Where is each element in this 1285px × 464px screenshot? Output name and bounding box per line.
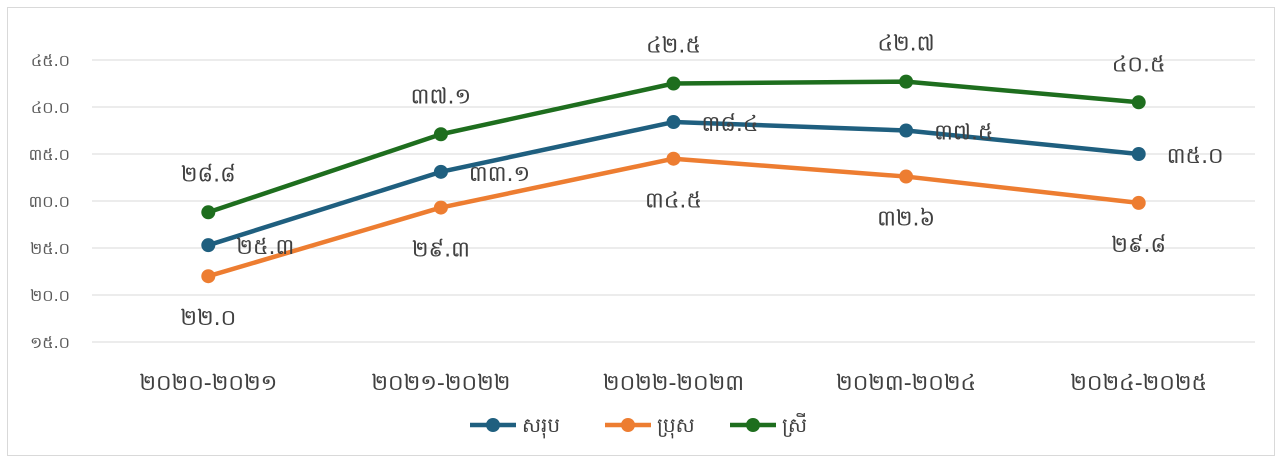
data-label: ៣២.៦ xyxy=(877,207,935,232)
data-point xyxy=(899,74,914,89)
data-label: ៤២.៥ xyxy=(646,34,701,59)
data-point xyxy=(1131,95,1146,110)
data-label: ២៥.៣ xyxy=(236,235,294,260)
y-tick-label: ២០.០ xyxy=(30,286,70,305)
data-point xyxy=(899,169,914,184)
data-label: ៤០.៥ xyxy=(1112,52,1166,77)
data-label: ៣៣.១ xyxy=(469,162,530,187)
series-line xyxy=(206,156,1141,279)
legend-marker xyxy=(486,418,500,432)
legend-marker xyxy=(621,418,635,432)
data-label: ៣៧.៥ xyxy=(934,121,993,146)
y-tick-label: ៣០.០ xyxy=(29,192,70,211)
y-tick-label: ២៥.០ xyxy=(30,239,70,258)
y-tick-label: ៤៥.០ xyxy=(31,51,70,70)
data-point xyxy=(899,123,914,138)
data-point xyxy=(201,238,216,253)
x-tick-label: ២០២៤-២០២៥ xyxy=(1070,371,1207,396)
y-axis: ១៥.០ ២០.០ ២៥.០ ៣០.០ ៣៥.០ ៤០.០ ៤៥.០ xyxy=(29,51,70,352)
data-label: ២៩.៨ xyxy=(1111,233,1166,258)
x-tick-label: ២០២០-២០២១ xyxy=(139,371,277,396)
data-label: ៣៥.០ xyxy=(1167,144,1224,169)
data-label: ៣៧.១ xyxy=(411,84,472,109)
legend-marker xyxy=(746,418,760,432)
y-tick-label: ៤០.០ xyxy=(31,98,70,117)
y-tick-label: ៣៥.០ xyxy=(29,145,70,164)
legend-label: ប្រុស xyxy=(657,413,695,439)
data-label: ៣៨.៤ xyxy=(702,112,759,137)
x-axis: ២០២០-២០២១ ២០២១-២០២២ ២០២២-២០២៣ ២០២៣-២០២៤ ២០២៤… xyxy=(139,371,1207,396)
data-label: ៤២.៧ xyxy=(877,32,934,57)
legend: សរុប ប្រុស ស្រី xyxy=(470,412,807,439)
chart-frame xyxy=(7,7,1275,456)
data-point xyxy=(666,115,681,130)
data-point xyxy=(1131,147,1146,161)
x-tick-label: ២០២២-២០២៣ xyxy=(603,371,744,396)
data-point xyxy=(201,205,216,220)
x-tick-label: ២០២១-២០២២ xyxy=(371,371,510,396)
data-point xyxy=(666,151,681,166)
series-line xyxy=(206,119,1141,248)
plot-area xyxy=(201,74,1146,284)
data-labels: ២៥.៣ ៣៣.១ ៣៨.៤ ៣៧.៥៣៥.០២២.០ ២៩.៣ ៣៤.៥៣២.៦២៩.៨… xyxy=(180,32,1223,332)
data-label: ២២.០ xyxy=(180,306,236,331)
data-point xyxy=(433,127,448,142)
data-point xyxy=(1131,195,1146,210)
data-point xyxy=(201,269,216,284)
data-point xyxy=(666,76,681,91)
legend-label: សរុប xyxy=(522,413,560,439)
data-label: ៣៤.៥ xyxy=(645,189,702,214)
data-label: ២៨.៨ xyxy=(181,162,236,187)
data-label: ២៩.៣ xyxy=(412,238,470,263)
legend-label: ស្រី xyxy=(782,412,807,437)
data-point xyxy=(433,200,448,215)
y-tick-label: ១៥.០ xyxy=(30,333,70,352)
data-point xyxy=(433,164,448,179)
x-tick-label: ២០២៣-២០២៤ xyxy=(836,371,976,396)
